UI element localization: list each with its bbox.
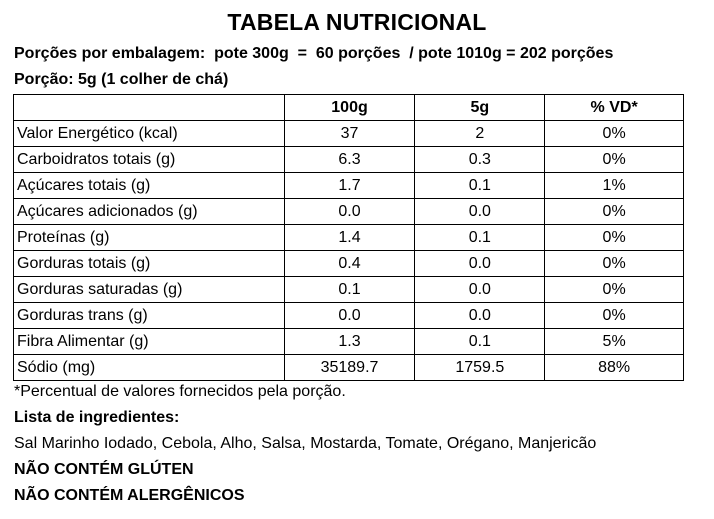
table-row: Açúcares adicionados (g) 0.0 0.0 0%: [13, 198, 684, 225]
value-100g: 0.1: [283, 276, 416, 303]
page-title: TABELA NUTRICIONAL: [227, 9, 487, 35]
nutrient-name: Açúcares totais (g): [13, 172, 285, 199]
table-row: Gorduras totais (g) 0.4 0.0 0%: [13, 250, 684, 277]
nutrient-name: Carboidratos totais (g): [13, 146, 285, 173]
value-100g: 6.3: [283, 146, 416, 173]
ingredients-list: Sal Marinho Iodado, Cebola, Alho, Salsa,…: [14, 435, 597, 452]
header-daily-value: % VD*: [544, 94, 684, 121]
table-row: Valor Energético (kcal) 37 2 0%: [13, 120, 684, 147]
value-5g: 0.0: [414, 250, 546, 277]
table-row: Açúcares totais (g) 1.7 0.1 1%: [13, 172, 684, 199]
value-100g: 1.3: [283, 328, 416, 355]
daily-value: 0%: [544, 250, 684, 277]
nutrition-table: 100g 5g % VD* Valor Energético (kcal) 37…: [13, 94, 684, 381]
nutrient-name: Sódio (mg): [13, 354, 285, 381]
nutrient-name: Gorduras trans (g): [13, 302, 285, 329]
daily-value: 0%: [544, 302, 684, 329]
value-5g: 0.3: [414, 146, 546, 173]
nutrient-name: Proteínas (g): [13, 224, 285, 251]
value-100g: 0.0: [283, 302, 416, 329]
daily-value: 5%: [544, 328, 684, 355]
table-row: Gorduras saturadas (g) 0.1 0.0 0%: [13, 276, 684, 303]
value-5g: 1759.5: [414, 354, 546, 381]
table-row: Proteínas (g) 1.4 0.1 0%: [13, 224, 684, 251]
nutrient-name: Gorduras totais (g): [13, 250, 285, 277]
daily-value: 0%: [544, 224, 684, 251]
ingredients-heading: Lista de ingredientes:: [14, 409, 180, 426]
header-nutrient: [13, 94, 285, 121]
allergen-free-notice: NÃO CONTÉM ALERGÊNICOS: [14, 487, 245, 504]
daily-value: 0%: [544, 276, 684, 303]
value-5g: 0.0: [414, 276, 546, 303]
table-row: Fibra Alimentar (g) 1.3 0.1 5%: [13, 328, 684, 355]
value-100g: 1.4: [283, 224, 416, 251]
value-100g: 1.7: [283, 172, 416, 199]
value-100g: 0.0: [283, 198, 416, 225]
table-row: Carboidratos totais (g) 6.3 0.3 0%: [13, 146, 684, 173]
servings-per-package: Porções por embalagem: pote 300g = 60 po…: [14, 45, 614, 62]
header-100g: 100g: [283, 94, 416, 121]
nutrient-name: Fibra Alimentar (g): [13, 328, 285, 355]
header-5g: 5g: [414, 94, 546, 121]
value-100g: 37: [283, 120, 416, 147]
daily-value: 0%: [544, 146, 684, 173]
value-5g: 0.1: [414, 328, 546, 355]
daily-value: 88%: [544, 354, 684, 381]
value-5g: 0.1: [414, 224, 546, 251]
nutrient-name: Açúcares adicionados (g): [13, 198, 285, 225]
gluten-free-notice: NÃO CONTÉM GLÚTEN: [14, 461, 194, 478]
nutrient-name: Gorduras saturadas (g): [13, 276, 285, 303]
value-5g: 2: [414, 120, 546, 147]
footnote: *Percentual de valores fornecidos pela p…: [14, 383, 346, 400]
daily-value: 0%: [544, 120, 684, 147]
table-header-row: 100g 5g % VD*: [13, 94, 684, 121]
value-100g: 0.4: [283, 250, 416, 277]
value-5g: 0.0: [414, 198, 546, 225]
nutrient-name: Valor Energético (kcal): [13, 120, 285, 147]
daily-value: 0%: [544, 198, 684, 225]
portion-size: Porção: 5g (1 colher de chá): [14, 71, 229, 88]
table-row: Gorduras trans (g) 0.0 0.0 0%: [13, 302, 684, 329]
value-100g: 35189.7: [283, 354, 416, 381]
table-row: Sódio (mg) 35189.7 1759.5 88%: [13, 354, 684, 381]
daily-value: 1%: [544, 172, 684, 199]
value-5g: 0.1: [414, 172, 546, 199]
value-5g: 0.0: [414, 302, 546, 329]
